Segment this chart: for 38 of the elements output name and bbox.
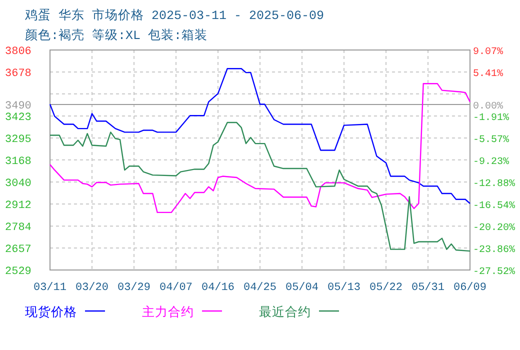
y-tick-label: 2529 [5,266,32,278]
x-tick-label: 06/09 [453,282,487,294]
y-tick-label: 3295 [5,134,32,146]
y2-tick-label: -20.20% [473,222,516,234]
y2-tick-label: -16.54% [473,200,516,212]
y-tick-label: 2657 [5,244,32,256]
y-tick-label: 3678 [5,68,32,80]
chart-title: 鸡蛋 华东 市场价格 2025-03-11 - 2025-06-09 [24,8,324,23]
ref-line-label: 3490 [5,100,32,112]
x-tick-label: 03/20 [75,282,109,294]
x-tick-label: 04/16 [201,282,235,294]
x-tick-label: 05/22 [369,282,403,294]
x-tick-label: 03/29 [117,282,151,294]
y2-tick-label: -5.57% [473,135,510,146]
y-tick-label: 2912 [5,200,32,212]
y-tick-label: 3423 [5,112,32,124]
x-tick-label: 04/07 [159,282,193,294]
x-tick-label: 05/04 [285,282,319,294]
y2-tick-label: -12.88% [473,178,516,190]
y-tick-label: 3168 [5,156,32,168]
x-tick-label: 05/13 [327,282,361,294]
y2-tick-label: 5.41% [473,69,504,80]
legend-label: 现货价格 [25,305,77,320]
y2-tick-label: -9.23% [473,157,510,168]
legend-label: 最近合约 [259,305,311,320]
y-tick-label: 3040 [5,178,32,190]
y2-tick-label: -27.52% [473,267,516,278]
y2-tick-label: -23.86% [473,244,516,256]
y-tick-label: 2784 [5,222,32,234]
y2-tick-label: 0.00% [473,102,504,113]
x-tick-label: 04/25 [243,282,277,294]
x-tick-label: 05/31 [411,282,445,294]
y-tick-label: 3806 [5,46,32,58]
x-tick-label: 03/11 [33,282,67,294]
y2-tick-label: -1.91% [473,113,510,124]
y2-tick-label: 9.07% [473,47,504,58]
chart-subtitle: 颜色:褐壳 等级:XL 包装:箱装 [25,28,208,43]
legend-label: 主力合约 [142,304,194,320]
